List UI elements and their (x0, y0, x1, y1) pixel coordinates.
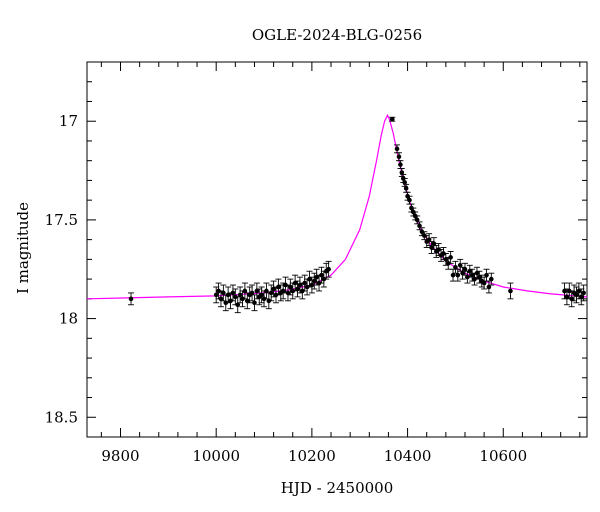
data-point (302, 280, 308, 286)
data-point (484, 272, 489, 278)
data-point (581, 290, 586, 296)
data-point (426, 237, 432, 242)
data-point (399, 170, 405, 175)
data-point (235, 302, 241, 308)
data-point (431, 241, 437, 246)
data-point (481, 280, 487, 286)
data-point (218, 296, 224, 302)
data-point (486, 284, 492, 290)
data-point (237, 292, 243, 298)
data-point (307, 276, 312, 282)
data-point (394, 146, 400, 152)
data-point (469, 272, 475, 278)
data-point (467, 268, 473, 274)
data-point (403, 186, 409, 191)
data-point (574, 292, 579, 298)
data-point (453, 264, 458, 270)
y-tick-label: 18.5 (45, 408, 78, 426)
data-point (230, 290, 236, 296)
data-point (562, 288, 567, 294)
x-tick-label: 10000 (192, 447, 240, 465)
y-tick-label: 18 (59, 310, 78, 328)
data-point (462, 266, 468, 272)
data-point (242, 288, 248, 294)
data-point (295, 286, 300, 292)
data-point (448, 255, 453, 260)
data-point (474, 270, 480, 276)
data-point (578, 294, 584, 300)
data-point (508, 288, 513, 294)
data-point (477, 274, 482, 280)
data-point (311, 278, 317, 284)
x-tick-label: 10400 (384, 447, 432, 465)
data-point (244, 298, 250, 304)
data-point (457, 262, 463, 268)
y-tick-label: 17 (59, 112, 78, 130)
data-point (292, 280, 298, 286)
y-axis-title: I magnitude (14, 202, 32, 294)
data-point (402, 180, 408, 185)
data-point (309, 282, 315, 288)
x-tick-label: 9800 (101, 447, 139, 465)
data-point (254, 288, 260, 294)
data-point (225, 292, 231, 298)
data-point (276, 284, 281, 290)
data-point (288, 284, 293, 290)
data-point (268, 290, 274, 296)
data-point (314, 274, 319, 280)
data-point (249, 290, 255, 296)
chart-title: OGLE-2024-BLG-0256 (252, 26, 422, 44)
x-axis-title: HJD - 2450000 (281, 479, 394, 497)
data-point (576, 288, 582, 294)
data-point (259, 292, 264, 298)
data-point (128, 296, 134, 302)
data-point (407, 197, 412, 203)
data-point (213, 292, 219, 298)
data-point (297, 282, 303, 288)
data-point (396, 154, 402, 160)
plot-area: 9800 10000 10200 10400 10600 17 17.5 18 18.5 (45, 61, 588, 465)
x-tick-label: 10200 (288, 447, 336, 465)
data-point (285, 290, 291, 296)
plot-frame (86, 61, 588, 438)
data-point (319, 272, 324, 278)
data-point (417, 223, 422, 229)
data-point (326, 266, 331, 272)
data-point (280, 288, 286, 294)
data-point (221, 290, 226, 296)
data-point (398, 162, 403, 167)
data-point (489, 276, 494, 282)
data-point (389, 116, 395, 122)
data-point (460, 270, 465, 276)
data-point (443, 257, 449, 262)
x-tick-label: 10600 (479, 447, 527, 465)
model-curve (86, 113, 588, 300)
data-point (429, 245, 434, 250)
data-point (414, 217, 420, 223)
data-point (569, 296, 574, 302)
data-point (252, 300, 257, 306)
data-point (271, 286, 276, 292)
data-point (455, 272, 461, 278)
data-point (264, 288, 269, 294)
data-point (564, 294, 570, 300)
data-point (450, 272, 456, 278)
y-tick-label: 17.5 (45, 211, 78, 229)
